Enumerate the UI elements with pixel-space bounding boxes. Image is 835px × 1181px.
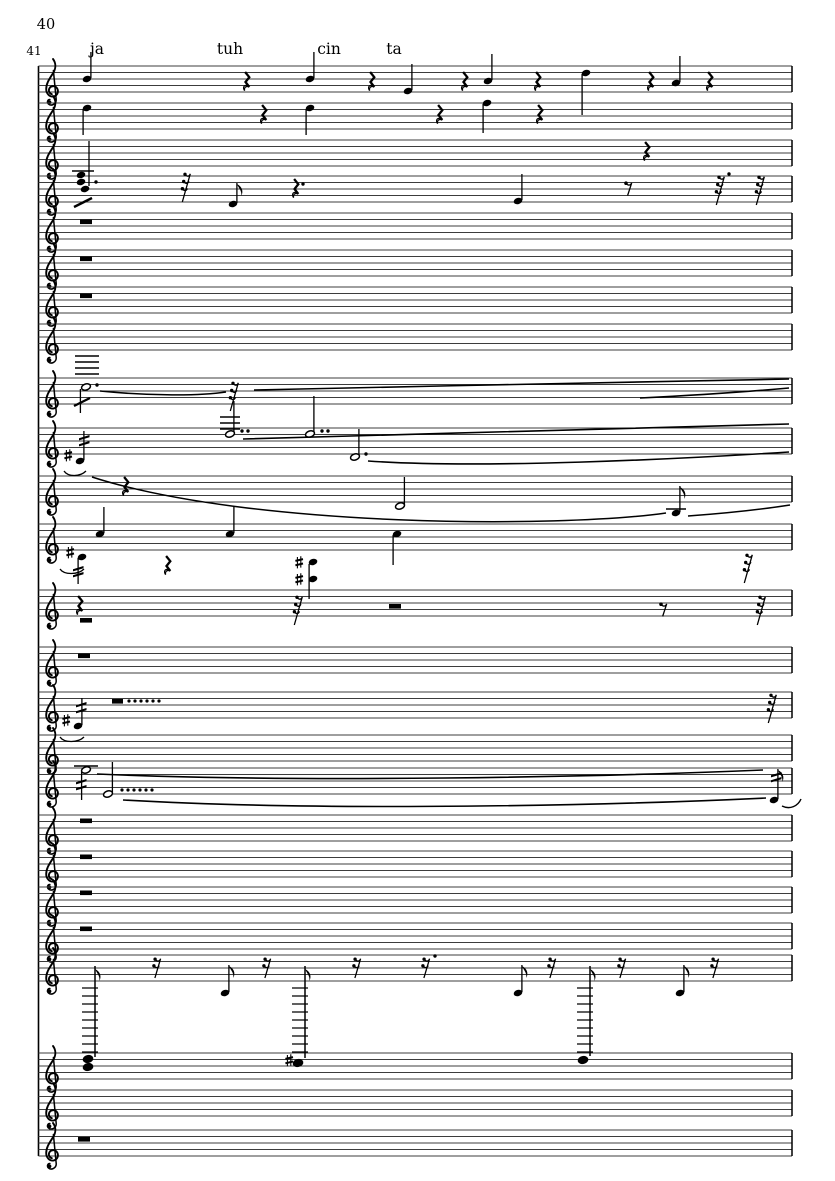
tie [781, 798, 802, 809]
augmentation-dot [94, 180, 98, 184]
lyric-syllable: ta [386, 40, 401, 58]
staff-5 [38, 205, 793, 253]
lyric-line: ja tuh cin ta [88, 40, 402, 58]
staff-7 [38, 279, 793, 327]
staff-13-notes [75, 594, 766, 626]
staff-23 [38, 1045, 793, 1093]
staff-15-notes [59, 692, 777, 743]
tie [59, 736, 85, 743]
whole-rest [80, 219, 92, 225]
tie [242, 423, 790, 465]
staff-8 [38, 316, 793, 364]
staff-10-notes [220, 396, 790, 465]
whole-rest [80, 926, 92, 932]
whole-rest [80, 818, 92, 824]
measure-number-current: 41 [26, 44, 41, 58]
staff-21 [38, 915, 793, 963]
staff-22 [38, 947, 793, 995]
staff-2 [38, 95, 793, 143]
staff-14 [38, 639, 793, 687]
tie [59, 568, 85, 575]
staff-15 [38, 684, 793, 732]
tie [96, 769, 767, 808]
ledger-ladder [284, 966, 311, 1069]
staff-20 [38, 879, 793, 927]
tie [687, 504, 791, 517]
staff-2-notes [81, 98, 544, 135]
half-rest [80, 618, 92, 623]
ledger-ladder [81, 966, 101, 1073]
half-rest [389, 604, 401, 609]
staff-17 [38, 760, 793, 808]
staff-3-notes [642, 140, 651, 162]
staff-19 [38, 843, 793, 891]
staff-9 [38, 370, 793, 418]
staff-11 [38, 468, 793, 516]
tie [99, 378, 790, 399]
lyric-syllable: tuh [217, 40, 243, 58]
whole-rest [80, 256, 92, 262]
staff-3 [38, 132, 793, 180]
staff-25 [38, 1122, 793, 1170]
staff-4 [38, 168, 793, 216]
lyric-syllable: ja [88, 40, 104, 58]
staff-9-notes [73, 355, 790, 413]
ledger-lines [75, 355, 99, 375]
note-stems [90, 52, 681, 115]
slur [91, 476, 667, 523]
staff-6 [38, 242, 793, 290]
staff-24 [38, 1082, 793, 1130]
staff-10 [38, 420, 793, 468]
whole-rest [80, 854, 92, 860]
staff-11-notes [63, 431, 791, 523]
staff-22-notes [151, 954, 720, 998]
staff-1 [38, 58, 793, 106]
staff-16 [38, 727, 793, 775]
sharp-icon [284, 1053, 294, 1068]
tremolo-slash [73, 397, 91, 407]
staff-18 [38, 807, 793, 855]
staff-12 [38, 516, 793, 564]
sharp-icon [63, 448, 73, 463]
measure-number-previous: 40 [37, 17, 55, 33]
quarter-rest [642, 140, 651, 162]
quarter-rest [242, 70, 251, 92]
tie [63, 470, 87, 477]
staff-13 [38, 582, 793, 630]
staff-17-notes [74, 762, 802, 809]
ledger-lines [220, 416, 240, 430]
ledger-ladder [576, 966, 596, 1066]
staff-1-notes [81, 52, 714, 115]
whole-rest [80, 293, 92, 299]
thirtysecond-rest [180, 171, 191, 203]
half-rest [112, 699, 123, 704]
whole-rest [78, 653, 90, 659]
tremolo-slash [73, 196, 93, 209]
staff-12-notes [59, 507, 753, 599]
staff-4-notes [72, 141, 765, 209]
eighth-rest [623, 180, 633, 197]
lyric-syllable: cin [317, 40, 341, 58]
whole-rest [78, 1137, 90, 1142]
whole-rest [80, 890, 92, 896]
